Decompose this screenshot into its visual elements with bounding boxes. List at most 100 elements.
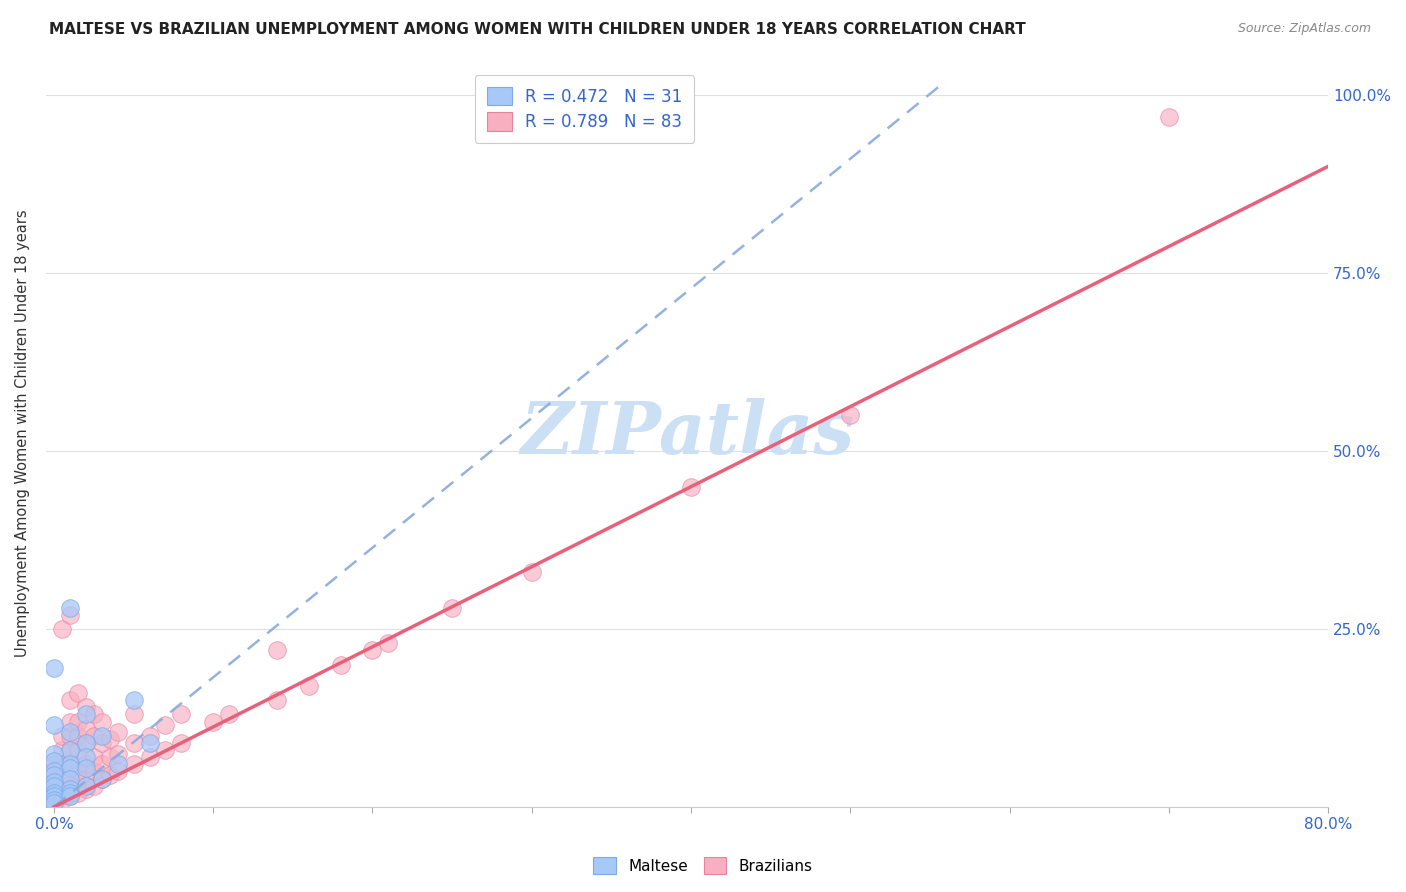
- Point: [66, 743, 89, 757]
- Point: [51, 786, 73, 800]
- Point: [90, 757, 112, 772]
- Point: [155, 718, 177, 732]
- Point: [202, 714, 225, 729]
- Point: [59, 607, 82, 622]
- Point: [42, 779, 65, 793]
- Point: [122, 736, 145, 750]
- Point: [51, 743, 73, 757]
- Point: [75, 722, 97, 736]
- Point: [122, 757, 145, 772]
- Point: [83, 729, 105, 743]
- Point: [59, 772, 82, 786]
- Point: [59, 782, 82, 797]
- Y-axis label: Unemployment Among Women with Children Under 18 years: Unemployment Among Women with Children U…: [15, 210, 30, 657]
- Point: [66, 729, 89, 743]
- Point: [59, 786, 82, 800]
- Text: Source: ZipAtlas.com: Source: ZipAtlas.com: [1237, 22, 1371, 36]
- Point: [42, 782, 65, 797]
- Point: [59, 743, 82, 757]
- Point: [266, 643, 288, 657]
- Point: [107, 747, 129, 761]
- Point: [42, 768, 65, 782]
- Point: [90, 729, 112, 743]
- Point: [107, 725, 129, 739]
- Point: [59, 761, 82, 775]
- Point: [75, 707, 97, 722]
- Point: [441, 600, 464, 615]
- Point: [59, 789, 82, 804]
- Point: [42, 789, 65, 804]
- Legend: R = 0.472   N = 31, R = 0.789   N = 83: R = 0.472 N = 31, R = 0.789 N = 83: [475, 76, 695, 143]
- Point: [59, 600, 82, 615]
- Point: [138, 750, 160, 764]
- Point: [170, 707, 193, 722]
- Point: [75, 736, 97, 750]
- Point: [75, 700, 97, 714]
- Point: [170, 736, 193, 750]
- Point: [59, 729, 82, 743]
- Point: [98, 768, 121, 782]
- Point: [75, 736, 97, 750]
- Point: [42, 772, 65, 786]
- Point: [839, 409, 862, 423]
- Legend: Maltese, Brazilians: Maltese, Brazilians: [588, 851, 818, 880]
- Point: [83, 750, 105, 764]
- Text: MALTESE VS BRAZILIAN UNEMPLOYMENT AMONG WOMEN WITH CHILDREN UNDER 18 YEARS CORRE: MALTESE VS BRAZILIAN UNEMPLOYMENT AMONG …: [49, 22, 1026, 37]
- Point: [83, 764, 105, 779]
- Text: ZIPatlas: ZIPatlas: [520, 398, 853, 469]
- Point: [42, 793, 65, 807]
- Point: [66, 786, 89, 800]
- Point: [90, 714, 112, 729]
- Point: [66, 764, 89, 779]
- Point: [42, 786, 65, 800]
- Point: [98, 750, 121, 764]
- Point: [122, 707, 145, 722]
- Point: [59, 772, 82, 786]
- Point: [42, 718, 65, 732]
- Point: [42, 797, 65, 811]
- Point: [266, 693, 288, 707]
- Point: [42, 775, 65, 789]
- Point: [679, 480, 702, 494]
- Point: [51, 779, 73, 793]
- Point: [298, 679, 321, 693]
- Point: [107, 764, 129, 779]
- Point: [59, 782, 82, 797]
- Point: [42, 793, 65, 807]
- Point: [42, 764, 65, 779]
- Point: [59, 743, 82, 757]
- Point: [59, 693, 82, 707]
- Point: [138, 736, 160, 750]
- Point: [138, 729, 160, 743]
- Point: [51, 782, 73, 797]
- Point: [1157, 110, 1180, 124]
- Point: [51, 729, 73, 743]
- Point: [59, 725, 82, 739]
- Point: [59, 789, 82, 804]
- Point: [90, 772, 112, 786]
- Point: [218, 707, 240, 722]
- Point: [42, 775, 65, 789]
- Point: [42, 764, 65, 779]
- Point: [361, 643, 384, 657]
- Point: [122, 693, 145, 707]
- Point: [75, 757, 97, 772]
- Point: [59, 757, 82, 772]
- Point: [75, 779, 97, 793]
- Point: [377, 636, 399, 650]
- Point: [66, 686, 89, 700]
- Point: [42, 747, 65, 761]
- Point: [42, 757, 65, 772]
- Point: [59, 757, 82, 772]
- Point: [42, 797, 65, 811]
- Point: [90, 736, 112, 750]
- Point: [51, 793, 73, 807]
- Point: [83, 779, 105, 793]
- Point: [51, 789, 73, 804]
- Point: [75, 761, 97, 775]
- Point: [59, 714, 82, 729]
- Point: [83, 707, 105, 722]
- Point: [42, 779, 65, 793]
- Point: [42, 754, 65, 768]
- Point: [59, 786, 82, 800]
